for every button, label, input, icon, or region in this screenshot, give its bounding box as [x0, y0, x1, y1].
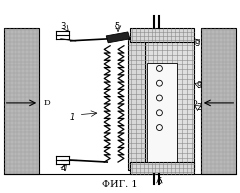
Text: 1: 1: [70, 113, 75, 122]
Bar: [145, 39, 194, 170]
Text: 5: 5: [114, 22, 120, 30]
Text: 3: 3: [60, 22, 66, 30]
Bar: [201, 28, 236, 174]
Text: 2: 2: [196, 103, 201, 112]
Text: ФИГ. 1: ФИГ. 1: [102, 180, 138, 189]
Text: g: g: [194, 37, 200, 46]
Text: 9: 9: [196, 81, 201, 90]
Text: 6: 6: [157, 177, 162, 186]
Text: D: D: [190, 99, 197, 107]
Text: D: D: [43, 99, 50, 107]
Bar: [130, 162, 194, 174]
Polygon shape: [106, 32, 130, 43]
Text: 4: 4: [60, 164, 66, 174]
Bar: [4, 28, 39, 174]
Bar: [128, 39, 145, 170]
Bar: [130, 28, 194, 42]
Bar: [147, 63, 177, 165]
